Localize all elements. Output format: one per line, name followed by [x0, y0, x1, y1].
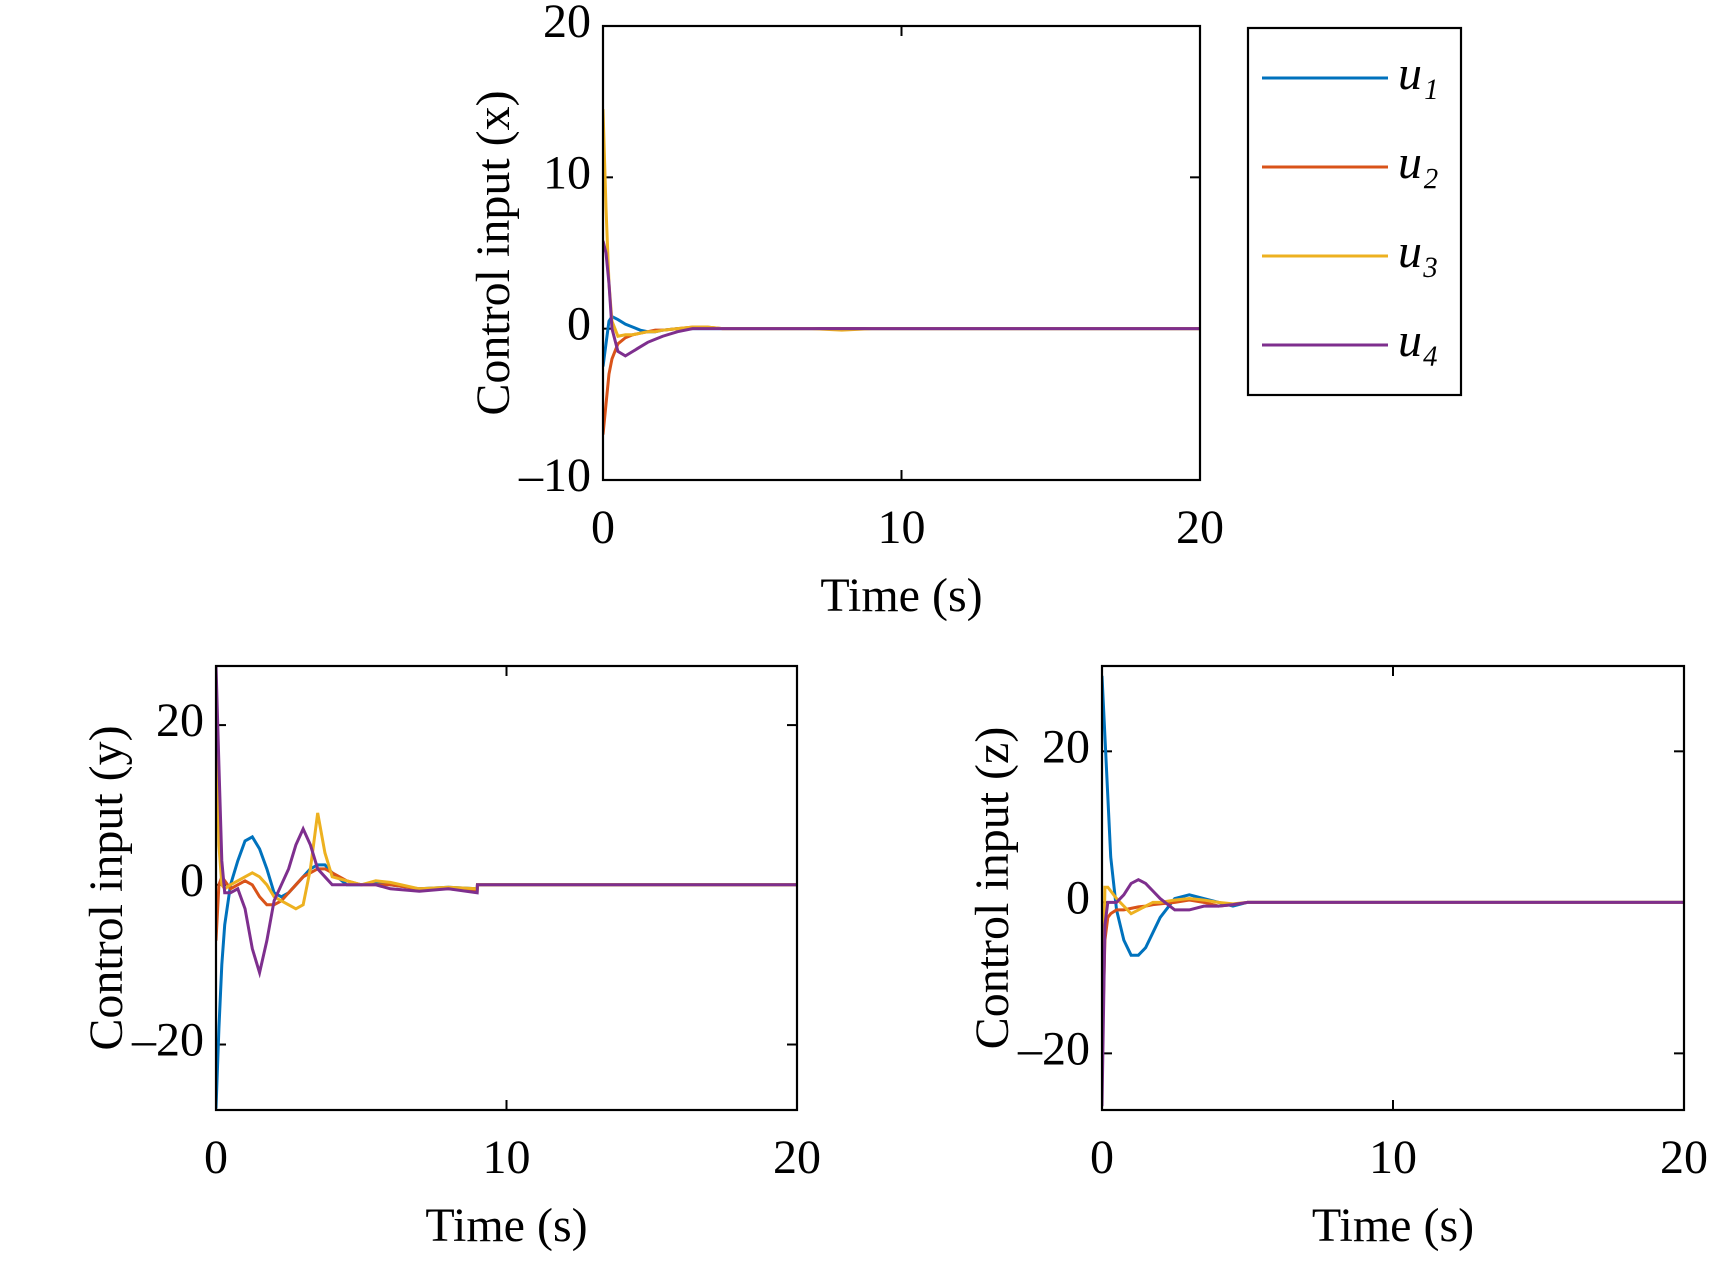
series-line	[1102, 675, 1684, 957]
series-line	[603, 314, 1200, 367]
x-tick-label: 20	[1176, 501, 1224, 554]
series-line	[1102, 898, 1684, 1054]
x-tick-label: 0	[591, 501, 615, 554]
legend-label: u₄	[1398, 314, 1439, 367]
series-line	[216, 666, 797, 979]
series-line	[1102, 885, 1684, 1054]
y-tick-label: –20	[1017, 1022, 1090, 1075]
y-tick-label: 10	[543, 146, 591, 199]
y-axis-label: Control input (x)	[467, 90, 520, 415]
series-line	[603, 109, 1200, 338]
x-axis-label: Time (s)	[1312, 1199, 1474, 1252]
series-line	[603, 325, 1200, 435]
y-tick-label: 20	[156, 694, 204, 747]
series-line	[603, 240, 1200, 358]
x-tick-label: 20	[1660, 1131, 1708, 1184]
y-tick-label: –10	[518, 449, 591, 502]
x-tick-label: 10	[878, 501, 926, 554]
plot-frame	[1100, 664, 1686, 1112]
x-tick-label: 10	[483, 1131, 531, 1184]
y-tick-label: 20	[543, 0, 591, 48]
y-tick-label: 0	[180, 854, 204, 907]
legend-label: u₁	[1398, 47, 1439, 100]
series-line	[216, 717, 797, 911]
plot-frame	[601, 24, 1202, 482]
x-tick-label: 0	[204, 1131, 228, 1184]
x-tick-label: 10	[1369, 1131, 1417, 1184]
series-line	[1102, 877, 1684, 1107]
x-tick-label: 0	[1090, 1131, 1114, 1184]
legend-label: u₂	[1398, 136, 1439, 189]
y-tick-label: 0	[1066, 871, 1090, 924]
legend-label: u₃	[1398, 225, 1439, 278]
plot-frame	[214, 664, 799, 1112]
y-axis-label: Control input (z)	[966, 727, 1019, 1050]
y-tick-label: 20	[1042, 720, 1090, 773]
legend: u₁ u₂ u₃ u₄	[1246, 26, 1463, 397]
legend-frame	[1246, 26, 1463, 397]
x-tick-label: 20	[773, 1131, 821, 1184]
y-tick-label: 0	[567, 298, 591, 351]
x-axis-label: Time (s)	[820, 569, 982, 622]
y-axis-label: Control input (y)	[80, 725, 133, 1050]
y-tick-label: –20	[131, 1014, 204, 1067]
x-axis-label: Time (s)	[425, 1199, 587, 1252]
